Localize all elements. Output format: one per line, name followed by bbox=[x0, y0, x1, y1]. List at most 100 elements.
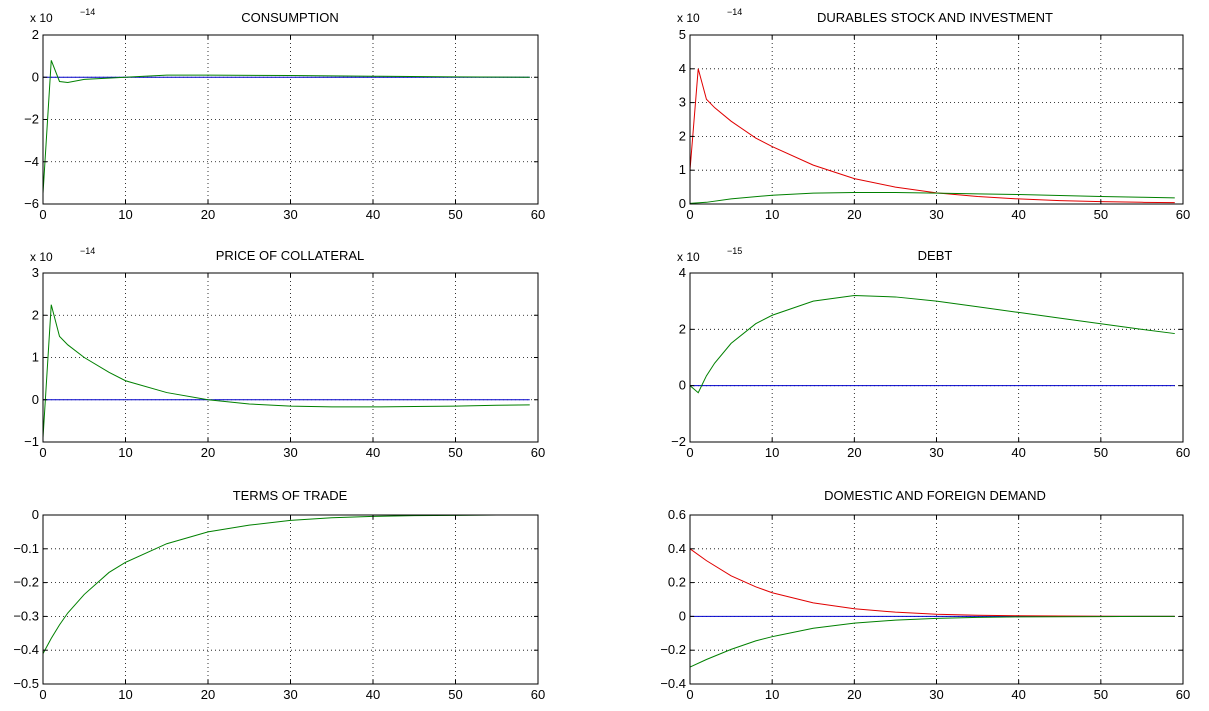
x-tick-label: 20 bbox=[201, 445, 215, 460]
panel-consumption: CONSUMPTION x 10 −14 0 10 20 30 40 50 60−6−4−2… bbox=[24, 7, 545, 222]
y-tick-label: 3 bbox=[679, 95, 686, 110]
x-tick-label: 50 bbox=[1094, 687, 1108, 702]
exponent-power: −14 bbox=[727, 7, 742, 17]
panel-price-of-collateral: PRICE OF COLLATERAL x 10 −14 0 10 20 30 40 50… bbox=[24, 246, 545, 460]
x-tick-label: 60 bbox=[531, 207, 545, 222]
x-tick-label: 30 bbox=[283, 445, 297, 460]
x-tick-label: 30 bbox=[283, 687, 297, 702]
y-tick-label: −0.5 bbox=[13, 676, 39, 691]
x-tick-label: 60 bbox=[1176, 207, 1190, 222]
y-tick-label: 3 bbox=[32, 265, 39, 280]
series-line-2 bbox=[42, 304, 530, 438]
exponent-label: x 10 bbox=[30, 250, 53, 264]
panel-terms-of-trade: TERMS OF TRADE 0 10 20 30 40 50 60 −0.5 −0.4 −0.3… bbox=[13, 488, 545, 702]
y-tick-label: 2 bbox=[679, 128, 686, 143]
x-tick-label: 20 bbox=[847, 207, 861, 222]
series-line-2 bbox=[689, 68, 1175, 204]
x-tick-label: 50 bbox=[448, 687, 462, 702]
x-tick-label: 60 bbox=[1176, 687, 1190, 702]
x-tick-label: 20 bbox=[847, 687, 861, 702]
panel-durables-stock-and-investment: DURABLES STOCK AND INVESTMENT x 10 −14 0… bbox=[677, 7, 1190, 222]
x-tick-label: 30 bbox=[929, 207, 943, 222]
x-tick-label: 0 bbox=[686, 687, 693, 702]
y-tick-label: 0 bbox=[679, 608, 686, 623]
y-tick-label: 0 bbox=[32, 69, 39, 84]
x-tick-label: 10 bbox=[765, 445, 779, 460]
series-line-2 bbox=[42, 60, 530, 194]
x-tick-label: 30 bbox=[929, 445, 943, 460]
exponent-power: −14 bbox=[80, 7, 95, 17]
panel-title: TERMS OF TRADE bbox=[233, 488, 348, 503]
x-tick-label: 0 bbox=[39, 687, 46, 702]
y-tick-label: 1 bbox=[679, 162, 686, 177]
x-tick-label: 20 bbox=[847, 445, 861, 460]
x-tick-label: 60 bbox=[531, 687, 545, 702]
y-tick-label: −2 bbox=[671, 434, 686, 449]
x-tick-label: 10 bbox=[118, 687, 132, 702]
y-tick-label: 2 bbox=[32, 307, 39, 322]
x-tick-label: 50 bbox=[448, 207, 462, 222]
y-tick-label: 0 bbox=[32, 507, 39, 522]
x-tick-label: 40 bbox=[366, 687, 380, 702]
x-tick-label: 0 bbox=[39, 445, 46, 460]
series-line-3 bbox=[689, 192, 1175, 204]
y-tick-label: 2 bbox=[679, 321, 686, 336]
panel-title: CONSUMPTION bbox=[241, 10, 339, 25]
x-tick-label: 20 bbox=[201, 207, 215, 222]
y-tick-label: 4 bbox=[679, 61, 686, 76]
exponent-power: −14 bbox=[80, 246, 95, 256]
x-tick-label: 10 bbox=[118, 445, 132, 460]
y-tick-label: −6 bbox=[24, 196, 39, 211]
x-tick-label: 40 bbox=[1011, 445, 1025, 460]
x-tick-label: 30 bbox=[929, 687, 943, 702]
panel-title: DURABLES STOCK AND INVESTMENT bbox=[817, 10, 1053, 25]
x-tick-label: 40 bbox=[1011, 207, 1025, 222]
y-tick-label: 4 bbox=[679, 265, 686, 280]
panel-title: DOMESTIC AND FOREIGN DEMAND bbox=[824, 488, 1046, 503]
series-line-3 bbox=[689, 615, 1175, 668]
y-tick-label: −0.1 bbox=[13, 541, 39, 556]
y-tick-label: −0.4 bbox=[13, 642, 39, 657]
panel-title: DEBT bbox=[918, 248, 953, 263]
series-line-2 bbox=[689, 295, 1175, 394]
x-tick-label: 0 bbox=[686, 445, 693, 460]
y-tick-label: 5 bbox=[679, 27, 686, 42]
x-tick-label: 60 bbox=[531, 445, 545, 460]
y-tick-label: 2 bbox=[32, 27, 39, 42]
y-tick-label: 0 bbox=[679, 196, 686, 211]
y-tick-label: 0.6 bbox=[668, 507, 686, 522]
y-tick-label: 0 bbox=[32, 392, 39, 407]
y-tick-label: 0.4 bbox=[668, 541, 686, 556]
panel-title: PRICE OF COLLATERAL bbox=[216, 248, 365, 263]
x-tick-label: 50 bbox=[448, 445, 462, 460]
y-tick-label: −1 bbox=[24, 434, 39, 449]
exponent-label: x 10 bbox=[30, 11, 53, 25]
y-tick-label: −0.4 bbox=[660, 676, 686, 691]
x-tick-label: 0 bbox=[686, 207, 693, 222]
y-tick-label: −0.2 bbox=[660, 642, 686, 657]
x-tick-label: 50 bbox=[1094, 207, 1108, 222]
panel-domestic-and-foreign-demand: DOMESTIC AND FOREIGN DEMAND 0 10 20 30 40 50 6… bbox=[660, 488, 1190, 702]
x-tick-label: 50 bbox=[1094, 445, 1108, 460]
x-tick-label: 40 bbox=[366, 207, 380, 222]
x-tick-label: 40 bbox=[366, 445, 380, 460]
x-tick-label: 10 bbox=[765, 687, 779, 702]
x-tick-label: 40 bbox=[1011, 687, 1025, 702]
exponent-label: x 10 bbox=[677, 11, 700, 25]
y-tick-label: 1 bbox=[32, 350, 39, 365]
y-tick-label: −0.3 bbox=[13, 608, 39, 623]
x-tick-label: 60 bbox=[1176, 445, 1190, 460]
x-tick-label: 20 bbox=[201, 687, 215, 702]
x-tick-label: 10 bbox=[765, 207, 779, 222]
x-tick-label: 0 bbox=[39, 207, 46, 222]
exponent-label: x 10 bbox=[677, 250, 700, 264]
y-tick-label: −0.2 bbox=[13, 575, 39, 590]
exponent-power: −15 bbox=[727, 246, 742, 256]
y-tick-label: −4 bbox=[24, 154, 39, 169]
y-tick-label: 0 bbox=[679, 378, 686, 393]
series-line-2 bbox=[42, 514, 530, 654]
x-tick-label: 30 bbox=[283, 207, 297, 222]
y-tick-label: 0.2 bbox=[668, 575, 686, 590]
